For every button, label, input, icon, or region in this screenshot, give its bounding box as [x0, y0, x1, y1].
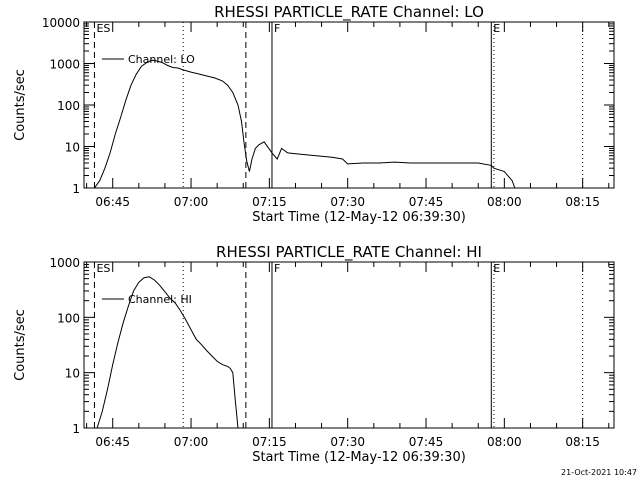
y-tick-label: 100 [57, 99, 80, 113]
event-marker-label: E [493, 22, 500, 35]
x-axis-label: Start Time (12-May-12 06:39:30) [252, 210, 466, 225]
plot-frame [83, 261, 615, 429]
y-tick-label: 1000 [49, 58, 80, 72]
x-tick-label: 08:00 [487, 195, 522, 209]
timestamp: 21-Oct-2021 10:47 [561, 468, 637, 477]
x-tick-label: 07:15 [252, 195, 287, 209]
x-tick-label: 06:45 [95, 435, 130, 449]
legend-label: Channel: LO [128, 53, 195, 66]
x-tick-label: 07:30 [330, 435, 365, 449]
x-tick-label: 07:00 [174, 435, 209, 449]
legend-label: Channel: HI [128, 293, 192, 306]
y-tick-label: 1 [72, 182, 80, 196]
y-tick-label: 1 [72, 422, 80, 436]
series-line [93, 59, 516, 188]
y-tick-label: 10 [65, 367, 80, 381]
y-tick-label: 100 [57, 311, 80, 325]
plot-frame [83, 21, 615, 189]
chart-title: RHESSI PARTICLE_RATE Channel: LO [214, 3, 484, 22]
x-tick-label: 07:45 [409, 435, 444, 449]
event-marker-label: ES [96, 22, 110, 35]
event-marker-label: F [274, 22, 280, 35]
x-tick-label: 08:15 [565, 195, 600, 209]
x-tick-label: 07:30 [330, 195, 365, 209]
y-tick-label: 1000 [49, 256, 80, 270]
event-marker-label: E [493, 262, 500, 275]
x-axis-label: Start Time (12-May-12 06:39:30) [252, 450, 466, 465]
x-tick-label: 08:15 [565, 435, 600, 449]
y-axis-label: Counts/sec [13, 309, 28, 381]
event-marker-label: ES [96, 262, 110, 275]
y-axis-label: Counts/sec [13, 69, 28, 141]
x-tick-label: 07:45 [409, 195, 444, 209]
x-tick-label: 07:00 [174, 195, 209, 209]
y-tick-label: 10000 [42, 16, 80, 30]
x-tick-label: 06:45 [95, 195, 130, 209]
panel-lo: RHESSI PARTICLE_RATE Channel: LO 1 10 100 10… [13, 3, 615, 225]
chart-title: RHESSI PARTICLE_RATE Channel: HI [216, 243, 482, 262]
x-tick-label: 07:15 [252, 435, 287, 449]
y-tick-label: 10 [65, 141, 80, 155]
panel-hi: RHESSI PARTICLE_RATE Channel: HI 1 10 100 10… [13, 243, 615, 465]
x-tick-label: 08:00 [487, 435, 522, 449]
event-marker-label: F [274, 262, 280, 275]
series-line [96, 276, 239, 428]
